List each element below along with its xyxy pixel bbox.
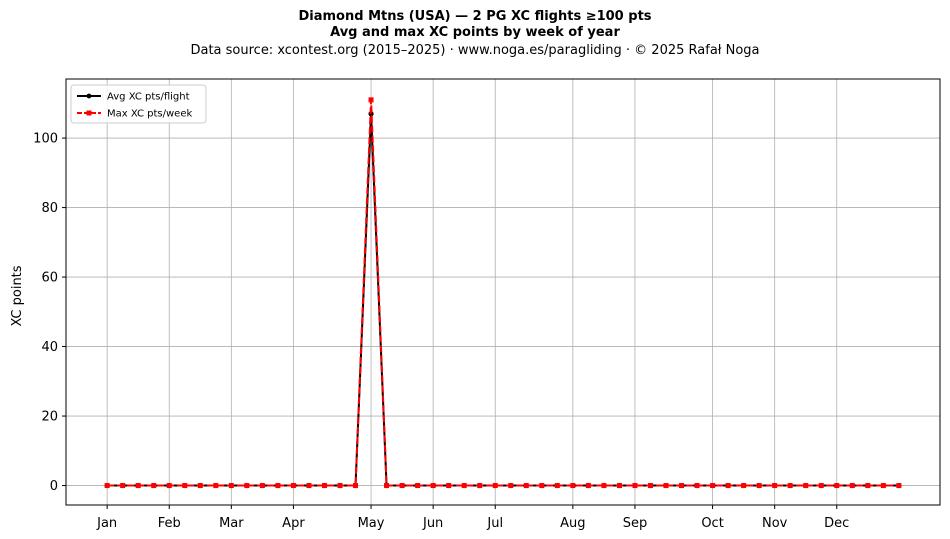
data-point	[647, 483, 653, 489]
data-point	[337, 483, 343, 489]
data-point	[368, 97, 374, 103]
series-line	[107, 98, 899, 487]
legend-marker	[86, 110, 92, 116]
data-point	[321, 483, 327, 489]
chart-subtitle: Avg and max XC points by week of year	[330, 25, 620, 40]
axes: 0 20 40 60 80 100 Jan Feb Mar Apr May Jun Jul Aug Sep O…	[33, 78, 941, 531]
grid-lines	[66, 79, 940, 505]
data-point	[384, 483, 390, 489]
data-point	[228, 483, 234, 489]
x-tick-label: Sep	[623, 516, 648, 531]
legend-box	[70, 84, 207, 124]
data-point	[492, 483, 498, 489]
data-point	[818, 483, 824, 489]
data-point	[710, 483, 716, 489]
data-point	[399, 483, 405, 489]
data-point	[725, 483, 731, 489]
data-point	[306, 483, 312, 489]
data-point	[585, 483, 591, 489]
data-point	[849, 483, 855, 489]
data-point	[803, 483, 809, 489]
data-point	[508, 483, 514, 489]
plot-frame	[65, 78, 941, 506]
data-point	[679, 483, 685, 489]
data-point	[461, 483, 467, 489]
data-point	[430, 483, 436, 489]
y-tick-label: 40	[41, 340, 58, 355]
data-point	[554, 483, 560, 489]
data-point	[880, 483, 886, 489]
data-point	[446, 483, 452, 489]
x-tick-label: Feb	[158, 516, 181, 531]
x-tick-label: Dec	[824, 516, 849, 531]
data-point	[756, 483, 762, 489]
x-tick-label: Apr	[282, 516, 305, 531]
y-axis-label: XC points	[10, 265, 25, 326]
chart-source-note: Data source: xcontest.org (2015–2025) · …	[190, 43, 760, 58]
y-tick-label: 60	[41, 271, 58, 286]
data-point	[741, 483, 747, 489]
data-point	[865, 483, 871, 489]
data-point	[539, 483, 545, 489]
x-tick-label: Jan	[96, 516, 117, 531]
x-tick-label: Aug	[560, 516, 585, 531]
data-point	[477, 483, 483, 489]
y-tick-label: 80	[41, 201, 58, 216]
data-point	[353, 483, 359, 489]
data-point	[135, 483, 141, 489]
x-tick-label: Jun	[422, 516, 443, 531]
data-point	[601, 483, 607, 489]
legend: Avg XC pts/flight Max XC pts/week	[70, 84, 207, 124]
data-point	[290, 483, 296, 489]
data-point	[632, 483, 638, 489]
data-point	[120, 483, 126, 489]
data-point	[570, 483, 576, 489]
x-tick-label: May	[358, 516, 385, 531]
legend-entry: Avg XC pts/flight	[107, 92, 190, 103]
series-line	[107, 112, 899, 487]
data-point	[616, 483, 622, 489]
data-point	[213, 483, 219, 489]
y-tick-label: 100	[33, 132, 58, 147]
data-point	[663, 483, 669, 489]
chart-title: Diamond Mtns (USA) — 2 PG XC flights ≥10…	[298, 9, 652, 24]
data-point	[772, 483, 778, 489]
x-tick-label: Oct	[701, 516, 723, 531]
data-point	[259, 483, 265, 489]
legend-marker	[86, 93, 92, 99]
y-tick-label: 0	[50, 479, 58, 494]
legend-entry: Max XC pts/week	[107, 109, 192, 120]
series-lines	[104, 97, 902, 489]
x-tick-label: Mar	[219, 516, 244, 531]
data-point	[244, 483, 250, 489]
data-point	[787, 483, 793, 489]
x-tick-label: Jul	[486, 516, 503, 531]
data-point	[151, 483, 157, 489]
data-point	[275, 483, 281, 489]
y-tick-label: 20	[41, 410, 58, 425]
data-point	[104, 483, 110, 489]
data-point	[523, 483, 529, 489]
data-point	[182, 483, 188, 489]
data-point	[415, 483, 421, 489]
x-tick-label: Nov	[762, 516, 788, 531]
data-point	[166, 483, 172, 489]
data-point	[896, 483, 902, 489]
data-point	[834, 483, 840, 489]
data-point	[197, 483, 203, 489]
data-point	[694, 483, 700, 489]
